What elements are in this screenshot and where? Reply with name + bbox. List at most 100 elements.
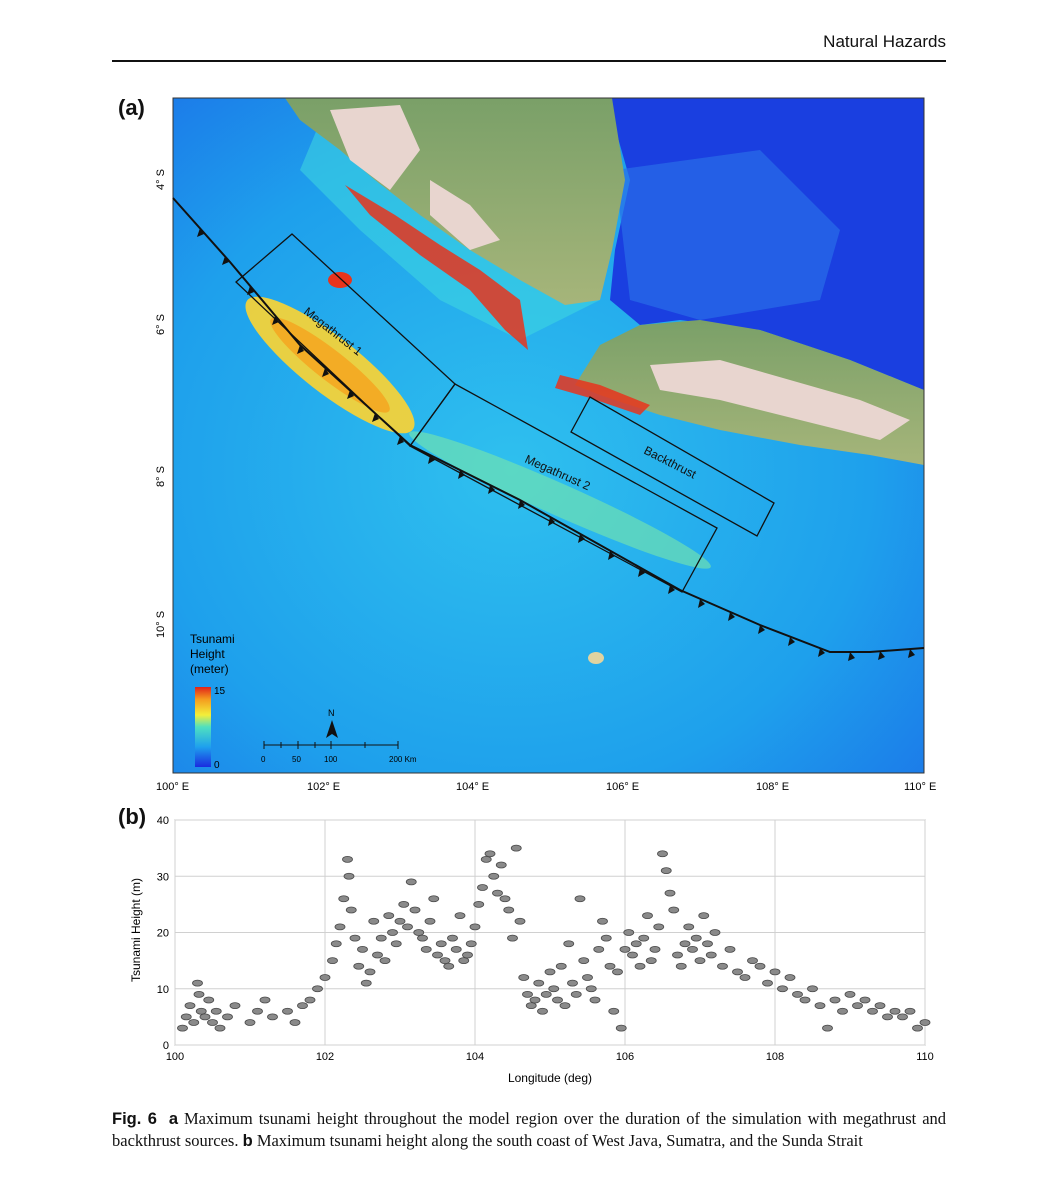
data-point [548, 985, 560, 993]
lat-tick-6s: 6° S [155, 314, 167, 335]
legend-max: 15 [214, 686, 226, 697]
data-point [379, 957, 391, 965]
data-point [503, 906, 515, 914]
data-point [844, 990, 856, 998]
lat-tick-4s: 4° S [155, 169, 167, 190]
lon-tick-108: 108° E [756, 781, 789, 793]
data-point [330, 940, 342, 948]
data-point [777, 985, 788, 993]
data-point [439, 957, 451, 965]
data-point [364, 968, 376, 976]
scale-bar: 0 50 100 200 Km [261, 741, 417, 764]
data-point [203, 996, 215, 1004]
data-point [368, 917, 380, 925]
data-point [450, 945, 462, 953]
data-point [623, 929, 635, 936]
data-point [814, 1002, 826, 1010]
lon-tick-106: 106° E [606, 781, 639, 793]
data-point [683, 923, 695, 931]
y-tick-label: 20 [157, 928, 169, 940]
data-point [690, 934, 702, 942]
data-point [593, 945, 605, 953]
data-point [462, 951, 473, 959]
data-point [852, 1002, 863, 1010]
data-point [405, 878, 417, 886]
data-point [533, 979, 545, 987]
data-point [563, 940, 575, 948]
data-point [402, 923, 413, 931]
data-point [297, 1002, 308, 1010]
data-point [499, 895, 511, 903]
data-point [889, 1007, 901, 1015]
data-point [604, 962, 616, 970]
data-point [282, 1007, 293, 1015]
data-point [664, 889, 676, 897]
data-point [912, 1024, 923, 1032]
data-point [193, 990, 205, 998]
data-point [537, 1007, 548, 1015]
data-point [360, 979, 372, 987]
data-point [642, 912, 653, 920]
data-point [882, 1013, 893, 1021]
data-point [192, 979, 203, 987]
data-point [383, 912, 395, 920]
data-point [717, 962, 728, 970]
data-point [687, 945, 698, 953]
data-point [608, 1007, 620, 1015]
data-point [822, 1024, 833, 1032]
data-point [597, 917, 608, 925]
data-point [679, 940, 691, 948]
x-tick-label: 100 [166, 1051, 184, 1063]
data-point [267, 1013, 278, 1021]
data-point [747, 957, 758, 965]
data-point [312, 985, 323, 993]
data-point [177, 1024, 188, 1032]
data-point [304, 996, 316, 1004]
x-tick-label: 110 [916, 1051, 934, 1063]
data-point [409, 906, 421, 914]
x-axis-label: Longitude (deg) [508, 1071, 592, 1085]
data-point [559, 1002, 571, 1010]
data-point [540, 990, 552, 998]
figure-caption: Fig. 6 a Maximum tsunami height througho… [112, 1108, 946, 1152]
data-point [567, 979, 578, 987]
data-point [675, 962, 687, 970]
data-point [705, 951, 717, 959]
data-point [214, 1024, 226, 1032]
data-point [495, 861, 507, 869]
data-point [762, 979, 773, 987]
journal-name: Natural Hazards [823, 32, 946, 51]
lon-tick-104: 104° E [456, 781, 489, 793]
data-point [544, 968, 556, 976]
data-point [529, 996, 541, 1004]
caption-fig-label: Fig. 6 [112, 1110, 157, 1128]
data-point [424, 917, 436, 925]
data-point [327, 957, 338, 965]
svg-text:N: N [328, 708, 335, 718]
data-point [638, 934, 650, 942]
data-point [343, 872, 355, 880]
data-point [769, 968, 781, 976]
data-point [754, 962, 766, 970]
data-point [387, 929, 398, 936]
data-point [514, 917, 526, 925]
legend-title-3: (meter) [190, 662, 229, 676]
data-point [867, 1007, 878, 1015]
data-point [195, 1007, 207, 1015]
data-point [473, 900, 485, 908]
data-point [207, 1019, 218, 1026]
data-point [657, 850, 668, 858]
data-point [199, 1013, 211, 1021]
data-point [420, 945, 432, 953]
data-point [394, 917, 406, 925]
data-point [469, 923, 481, 931]
data-point [244, 1019, 256, 1026]
data-point [859, 996, 871, 1004]
megathrust-2-box [409, 383, 718, 593]
data-point [829, 996, 841, 1004]
data-point [634, 962, 646, 970]
legend-title-1: Tsunami [190, 632, 235, 646]
data-point [443, 962, 455, 970]
data-point [904, 1007, 916, 1015]
data-point [338, 895, 350, 903]
